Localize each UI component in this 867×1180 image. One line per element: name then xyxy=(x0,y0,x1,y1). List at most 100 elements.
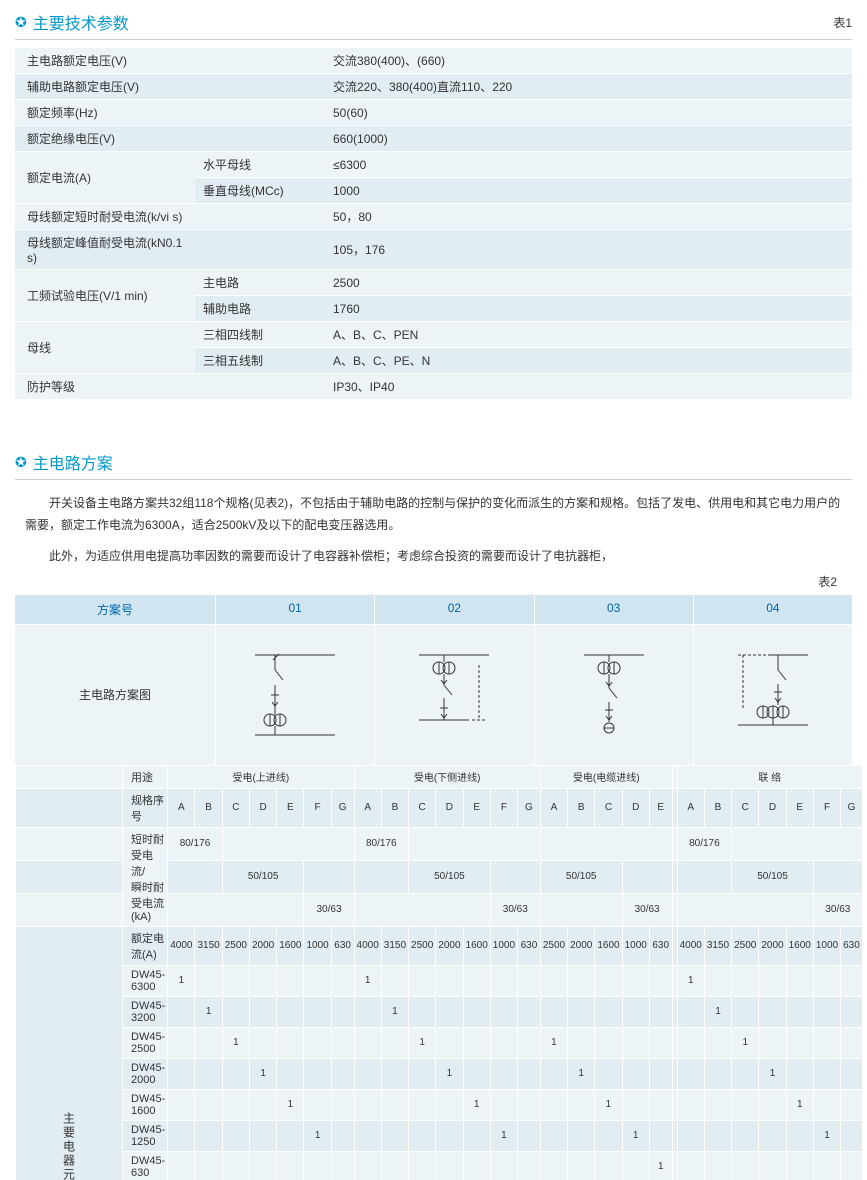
param-val: 660(1000) xyxy=(325,126,852,152)
cell: D xyxy=(622,788,649,827)
cell: D xyxy=(249,788,276,827)
cell: 4000 xyxy=(677,926,704,965)
cell: DW45-2000 xyxy=(123,1058,168,1089)
cell xyxy=(540,965,567,996)
cell xyxy=(568,965,595,996)
param-name: 母线额定峰值耐受电流(kN0.1 s) xyxy=(15,230,195,270)
param-name: 防护等级 xyxy=(15,374,195,400)
cell xyxy=(331,996,354,1027)
param-name: 额定电流(A) xyxy=(15,152,195,204)
cell xyxy=(436,1151,463,1180)
cell xyxy=(222,1151,249,1180)
cell xyxy=(463,1151,490,1180)
cell xyxy=(168,1151,195,1180)
cell xyxy=(222,1058,249,1089)
cell xyxy=(813,1151,840,1180)
cell xyxy=(786,965,813,996)
cell xyxy=(540,1120,567,1151)
cell xyxy=(331,965,354,996)
cell: A xyxy=(540,788,567,827)
cell xyxy=(195,1058,222,1089)
cell: B xyxy=(195,788,222,827)
cell xyxy=(331,1120,354,1151)
cell xyxy=(677,1058,704,1089)
cell: 1 xyxy=(195,996,222,1027)
cell: 受电(电缆进线) xyxy=(540,765,672,788)
cell: 30/63 xyxy=(622,893,672,926)
cell: 2000 xyxy=(759,926,786,965)
cell xyxy=(518,1089,541,1120)
cell: 1600 xyxy=(595,926,622,965)
diagram-label: 主电路方案图 xyxy=(15,625,215,765)
cell xyxy=(518,996,541,1027)
cell xyxy=(304,1058,331,1089)
cell: E xyxy=(649,788,672,827)
cell xyxy=(16,788,123,827)
cell xyxy=(518,1058,541,1089)
cell xyxy=(381,1151,408,1180)
cell xyxy=(381,965,408,996)
cell xyxy=(649,1120,672,1151)
cell xyxy=(759,996,786,1027)
diagram-04 xyxy=(693,625,852,765)
cell xyxy=(277,996,304,1027)
cell xyxy=(841,1120,863,1151)
cell xyxy=(304,1027,331,1058)
param-name: 辅助电路额定电压(V) xyxy=(15,74,195,100)
cell xyxy=(409,996,436,1027)
cell xyxy=(463,1120,490,1151)
cell xyxy=(568,1027,595,1058)
cell xyxy=(518,1151,541,1180)
diagram-row: 主电路方案图 xyxy=(15,625,852,765)
cell xyxy=(759,1027,786,1058)
cell: 2000 xyxy=(436,926,463,965)
cell: 1 xyxy=(786,1089,813,1120)
star-icon: ✪ xyxy=(15,14,27,31)
cell xyxy=(354,1027,381,1058)
cell xyxy=(490,1058,517,1089)
cell: 1 xyxy=(277,1089,304,1120)
cell xyxy=(677,1027,704,1058)
cell xyxy=(222,1089,249,1120)
circuit-svg-3 xyxy=(554,640,674,750)
cell xyxy=(249,1089,276,1120)
cell xyxy=(568,1151,595,1180)
cell xyxy=(409,1120,436,1151)
cell: 1 xyxy=(168,965,195,996)
cell xyxy=(16,827,123,860)
cell xyxy=(222,965,249,996)
cell xyxy=(463,1058,490,1089)
cell xyxy=(704,1089,731,1120)
cell xyxy=(677,1089,704,1120)
cell xyxy=(331,1089,354,1120)
cell: 用途 xyxy=(123,765,168,788)
scheme-col-03: 03 xyxy=(534,595,693,624)
cell xyxy=(490,965,517,996)
cell: 1 xyxy=(568,1058,595,1089)
cell xyxy=(622,965,649,996)
cell xyxy=(595,996,622,1027)
cell xyxy=(732,1058,759,1089)
cell: 1 xyxy=(595,1089,622,1120)
cell: 联 络 xyxy=(677,765,862,788)
cell xyxy=(331,1058,354,1089)
cell: DW45-6300 xyxy=(123,965,168,996)
cell xyxy=(813,860,862,893)
cell: 50/105 xyxy=(732,860,814,893)
param-sub xyxy=(195,48,325,74)
side-label: 主要电器元件 xyxy=(16,926,123,1180)
cell xyxy=(490,1089,517,1120)
section-header: ✪ 主要技术参数 表1 xyxy=(15,10,852,40)
cell xyxy=(381,1089,408,1120)
cell xyxy=(490,1027,517,1058)
cell: 2500 xyxy=(222,926,249,965)
param-name: 主电路额定电压(V) xyxy=(15,48,195,74)
cell xyxy=(595,1120,622,1151)
scheme-col-02: 02 xyxy=(374,595,533,624)
cell: C xyxy=(595,788,622,827)
cell xyxy=(649,996,672,1027)
cell xyxy=(436,1089,463,1120)
param-val: A、B、C、PE、N xyxy=(325,348,852,374)
cell xyxy=(677,996,704,1027)
cell: 1 xyxy=(490,1120,517,1151)
